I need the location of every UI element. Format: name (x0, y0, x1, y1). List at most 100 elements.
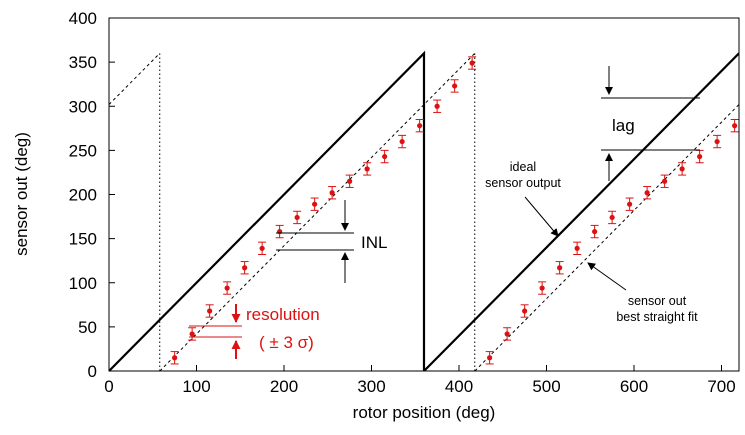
measured-point-18 (485, 351, 494, 365)
y-tick-label: 100 (69, 274, 97, 293)
resolution-annotation: resolution ( ± 3 σ) (189, 304, 320, 359)
x-axis-title: rotor position (deg) (353, 403, 496, 422)
ideal-label-line1: ideal (510, 160, 536, 174)
best-fit-line-2 (474, 104, 739, 371)
fit-label-line1: sensor out (628, 294, 687, 308)
x-tick-label: 700 (707, 377, 735, 396)
data-point (627, 201, 633, 207)
data-point (539, 285, 545, 291)
y-tick-label: 0 (88, 362, 97, 381)
data-point (382, 153, 388, 160)
data-point (469, 60, 475, 66)
measured-point-5 (258, 241, 267, 256)
measured-point-15 (433, 99, 442, 113)
data-point (732, 123, 738, 129)
measured-point-17 (468, 56, 477, 70)
fit-annotation: sensor out best straight fit (587, 262, 698, 324)
measured-point-27 (643, 186, 652, 200)
measured-points-layer (170, 56, 739, 365)
data-point (294, 214, 300, 221)
measured-point-8 (310, 197, 319, 211)
y-tick-label: 200 (69, 186, 97, 205)
measured-point-2 (205, 304, 214, 318)
data-point (207, 308, 213, 314)
measured-point-19 (503, 327, 512, 341)
x-tick-label: 300 (357, 377, 385, 396)
measured-point-20 (520, 304, 529, 318)
data-point (714, 138, 720, 145)
ideal-label-arrow (524, 196, 559, 237)
lag-label: lag (612, 116, 635, 135)
data-point (574, 245, 580, 251)
x-tick-label: 600 (620, 377, 648, 396)
measured-point-29 (678, 162, 687, 176)
data-point (452, 83, 458, 89)
measured-point-23 (573, 241, 582, 256)
measured-point-24 (590, 224, 599, 239)
resolution-sigma-label: ( ± 3 σ) (259, 333, 314, 352)
data-point (242, 265, 248, 271)
data-point (364, 166, 370, 172)
fit-label-arrow (587, 262, 627, 291)
measured-point-30 (695, 149, 704, 164)
measured-point-0 (170, 351, 179, 365)
data-point (644, 190, 650, 196)
x-tick-label: 100 (182, 377, 210, 396)
data-point (522, 308, 528, 314)
resolution-label: resolution (246, 305, 320, 324)
x-tick-label: 0 (104, 377, 113, 396)
measured-point-10 (345, 174, 354, 188)
measured-point-32 (730, 118, 739, 133)
data-point (399, 138, 405, 145)
data-point (592, 228, 598, 235)
data-point (189, 331, 195, 337)
measured-point-16 (450, 79, 459, 93)
data-point (224, 285, 230, 291)
data-point (504, 331, 510, 337)
measured-point-6 (275, 224, 284, 239)
ticks-layer: 0 100 200 300 400 500 600 700 0 50 100 150 200 250 300… (69, 9, 736, 396)
measured-point-3 (223, 281, 232, 295)
data-point (259, 245, 265, 251)
inl-label: INL (361, 233, 387, 252)
data-point (487, 355, 493, 361)
best-fit-line-0 (109, 52, 161, 105)
measured-point-11 (363, 162, 372, 176)
measured-point-25 (608, 210, 617, 225)
data-point (609, 214, 615, 221)
measured-point-7 (293, 210, 302, 225)
measured-point-22 (555, 261, 564, 275)
measured-point-12 (380, 149, 389, 164)
best-fit-line-1 (159, 52, 476, 371)
data-point (417, 123, 423, 129)
data-point (172, 355, 178, 361)
y-axis-title: sensor out (deg) (12, 132, 31, 256)
data-point (312, 201, 318, 207)
ideal-output-line-0 (109, 50, 739, 371)
measured-point-21 (538, 281, 547, 295)
series-layer (109, 50, 739, 371)
measured-point-4 (240, 261, 249, 275)
lag-annotation: lag (601, 66, 700, 181)
ideal-label-line2: sensor output (485, 176, 561, 190)
x-tick-label: 400 (445, 377, 473, 396)
ideal-output-annotation: ideal sensor output (485, 160, 561, 237)
measured-point-13 (398, 134, 407, 149)
data-point (697, 153, 703, 160)
x-tick-label: 500 (532, 377, 560, 396)
y-tick-label: 50 (78, 318, 97, 337)
data-point (557, 265, 563, 271)
data-point (434, 103, 440, 109)
y-tick-label: 150 (69, 230, 97, 249)
data-point (329, 190, 335, 196)
measured-point-1 (188, 327, 197, 341)
y-tick-label: 350 (69, 53, 97, 72)
measured-point-26 (625, 197, 634, 211)
data-point (662, 178, 668, 184)
y-tick-label: 250 (69, 141, 97, 160)
measured-point-31 (713, 134, 722, 149)
y-tick-label: 300 (69, 97, 97, 116)
measured-point-9 (328, 186, 337, 200)
data-point (347, 178, 353, 184)
measured-point-14 (415, 118, 424, 133)
